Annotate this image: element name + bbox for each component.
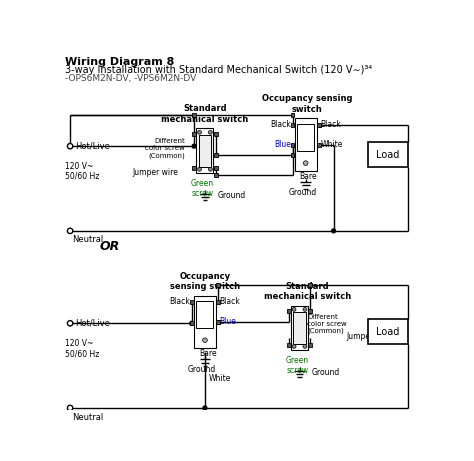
Circle shape [303,344,307,349]
Circle shape [198,167,201,171]
Bar [291,123,294,127]
Text: Load: Load [376,150,400,160]
Text: Different
color screw
(Common): Different color screw (Common) [145,138,185,159]
Bar [214,173,218,177]
Text: Blue: Blue [219,317,237,326]
Bar [295,118,317,171]
Text: Wiring Diagram 8: Wiring Diagram 8 [64,57,174,67]
Bar [293,312,306,344]
Bar [216,320,220,324]
Bar [309,309,312,313]
Text: 3-way Installation with Standard Mechanical Switch (120 V∼)³⁴: 3-way Installation with Standard Mechani… [64,65,372,75]
Bar [194,296,216,348]
Text: Occupancy sensing
switch: Occupancy sensing switch [262,95,353,114]
Text: Hot/Live: Hot/Live [75,319,110,328]
Text: 120 V~
50/60 Hz: 120 V~ 50/60 Hz [64,339,99,358]
Bar [368,142,408,167]
Text: 120 V~
50/60 Hz: 120 V~ 50/60 Hz [64,161,99,181]
Text: Jumper wire: Jumper wire [133,168,179,177]
Text: Occupancy
sensing switch: Occupancy sensing switch [170,272,240,291]
Bar [317,123,321,127]
Bar [196,301,213,328]
Circle shape [67,405,73,411]
Circle shape [292,307,296,311]
Circle shape [332,229,336,233]
Circle shape [192,144,196,148]
Text: Black: Black [320,120,341,129]
Text: Ground: Ground [188,365,216,374]
Text: Standard
mechanical switch: Standard mechanical switch [264,282,351,301]
Text: Different
color screw
(Common): Different color screw (Common) [307,314,347,334]
Circle shape [198,130,201,134]
Text: Hot/Live: Hot/Live [75,142,110,151]
Text: Black: Black [170,297,190,306]
Bar [309,283,312,287]
Bar [214,132,218,136]
Bar [287,343,291,347]
Bar [190,300,194,304]
Circle shape [209,130,212,134]
Circle shape [203,406,207,410]
Bar [216,283,220,287]
Bar [368,319,408,344]
Text: Neutral: Neutral [73,236,104,244]
Text: Bare: Bare [300,171,317,181]
Text: OR: OR [100,240,120,253]
Bar [291,143,294,147]
Text: Green
screw: Green screw [286,355,309,375]
Bar [192,113,196,117]
Circle shape [292,344,296,349]
Circle shape [67,320,73,326]
Text: Ground: Ground [289,188,317,197]
Bar [317,143,321,147]
Circle shape [67,228,73,234]
Text: Blue: Blue [274,140,291,149]
Bar [216,320,220,324]
Bar [192,132,196,136]
Bar [291,306,308,350]
Circle shape [67,143,73,149]
Text: White: White [320,140,343,149]
Bar [317,123,321,127]
Bar [214,154,218,157]
Text: Load: Load [376,327,400,337]
Text: Neutral: Neutral [73,413,104,422]
Text: -OPS6M2N-DV, -VPS6M2N-DV: -OPS6M2N-DV, -VPS6M2N-DV [64,74,196,83]
Text: Ground: Ground [312,368,340,377]
Text: White: White [209,374,231,383]
Circle shape [209,167,212,171]
Bar [199,135,211,167]
Bar [214,166,218,170]
Circle shape [303,307,307,311]
Text: Ground: Ground [218,191,246,200]
Bar [309,343,312,347]
Text: Black: Black [219,297,240,306]
Bar [287,309,291,313]
Bar [216,300,220,304]
Circle shape [202,338,207,343]
Circle shape [303,161,308,165]
Bar [196,129,213,173]
Bar [297,124,314,151]
Circle shape [190,321,194,325]
Text: Jumper wire: Jumper wire [346,332,392,341]
Bar [291,113,294,117]
Bar [190,321,194,325]
Text: Bare: Bare [199,349,216,358]
Bar [291,154,294,157]
Text: Standard
mechanical switch: Standard mechanical switch [161,105,248,124]
Bar [192,166,196,170]
Text: Green
screw: Green screw [191,178,214,198]
Text: Black: Black [270,120,291,129]
